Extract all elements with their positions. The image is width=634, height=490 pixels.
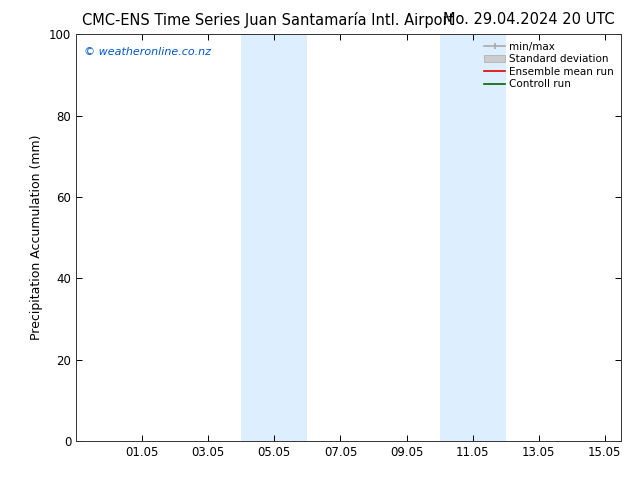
Bar bbox=[275, 34, 307, 441]
Text: Mo. 29.04.2024 20 UTC: Mo. 29.04.2024 20 UTC bbox=[443, 12, 615, 27]
Bar bbox=[242, 34, 275, 441]
Y-axis label: Precipitation Accumulation (mm): Precipitation Accumulation (mm) bbox=[30, 135, 43, 341]
Bar bbox=[439, 34, 472, 441]
Legend: min/max, Standard deviation, Ensemble mean run, Controll run: min/max, Standard deviation, Ensemble me… bbox=[480, 37, 618, 94]
Text: © weatheronline.co.nz: © weatheronline.co.nz bbox=[84, 47, 211, 56]
Bar bbox=[472, 34, 506, 441]
Text: CMC-ENS Time Series Juan Santamaría Intl. Airport: CMC-ENS Time Series Juan Santamaría Intl… bbox=[82, 12, 455, 28]
